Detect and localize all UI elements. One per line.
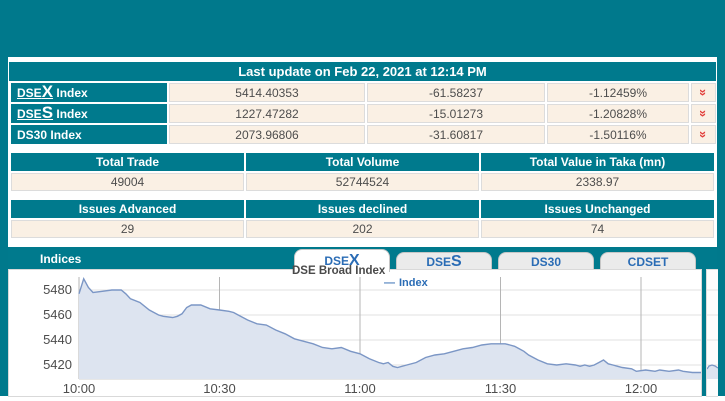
totals-header-cell: Total Value in Taka (mn) (481, 153, 714, 171)
index-change-percent: -1.12459% (547, 83, 689, 102)
totals-value-cell: 52744524 (246, 173, 479, 191)
index-change: -31.60817 (367, 125, 545, 144)
table-row: 29 202 74 (11, 220, 714, 238)
index-change-percent: -1.50116% (547, 125, 689, 144)
index-trend-cell: » (691, 125, 716, 144)
index-change: -61.58237 (367, 83, 545, 102)
svg-text:5440: 5440 (43, 332, 72, 347)
issues-value-cell: 29 (11, 220, 244, 238)
line-swatch-icon: — (384, 277, 395, 289)
chart-title: DSE Broad Index (292, 265, 386, 277)
double-chevron-down-icon[interactable]: » (695, 130, 711, 138)
main-content: Last update on Feb 22, 2021 at 12:14 PM … (8, 57, 719, 397)
index-change-percent: -1.20828% (547, 104, 689, 123)
issues-table: Issues Advanced Issues declined Issues Unc… (9, 198, 716, 240)
table-row: DSEX Index 5414.40353 -61.58237 -1.12459% » (11, 83, 716, 102)
tab-dsex[interactable]: DSEX (294, 249, 390, 272)
svg-text:5460: 5460 (43, 307, 72, 322)
issues-header-cell: Issues Advanced (11, 200, 244, 218)
issues-value-cell: 74 (481, 220, 714, 238)
index-value: 2073.96806 (169, 125, 365, 144)
index-trend-cell: » (691, 83, 716, 102)
clipped-next-chart-panel (706, 269, 719, 397)
index-name-link[interactable]: DSES Index (11, 104, 167, 123)
index-trend-cell: » (691, 104, 716, 123)
index-name-link[interactable]: DS30 Index (11, 125, 167, 144)
indices-section-title: Indices (40, 252, 82, 266)
tab-cdset[interactable]: CDSET (600, 252, 696, 272)
index-change: -15.01273 (367, 104, 545, 123)
index-name-link[interactable]: DSEX Index (11, 83, 167, 102)
totals-header-cell: Total Volume (246, 153, 479, 171)
clipped-chart-fragment (706, 289, 719, 379)
index-table-body: DSEX Index 5414.40353 -61.58237 -1.12459%» D… (11, 83, 716, 144)
index-name-label: DSES (17, 102, 54, 122)
table-header-row: Issues Advanced Issues declined Issues Unc… (11, 200, 714, 218)
table-row: 49004 52744524 2338.97 (11, 173, 714, 191)
table-row: DS30 Index 2073.96806 -31.60817 -1.50116% » (11, 125, 716, 144)
index-value: 5414.40353 (169, 83, 365, 102)
svg-text:10:30: 10:30 (203, 381, 236, 396)
svg-text:11:30: 11:30 (485, 381, 517, 396)
index-area-chart: 5480 5460 5440 5420 10:00 10:30 11:00 11:30 12:0… (43, 277, 702, 396)
totals-header-cell: Total Trade (11, 153, 244, 171)
issues-table-body: Issues Advanced Issues declined Issues Unc… (11, 200, 714, 238)
svg-text:10:00: 10:00 (63, 381, 96, 396)
double-chevron-down-icon[interactable]: » (695, 109, 711, 117)
issues-value-cell: 202 (246, 220, 479, 238)
index-name-label: DSEX (17, 81, 54, 101)
last-update-bar: Last update on Feb 22, 2021 at 12:14 PM (9, 62, 716, 81)
totals-table-body: Total Trade Total Volume Total Value in Ta… (11, 153, 714, 191)
totals-value-cell: 49004 (11, 173, 244, 191)
chart-row: DSE Broad Index — Index 5480 5460 5440 5420 1… (8, 265, 719, 397)
indices-section-header: Indices DSEX DSES DS30 CDSET (8, 249, 717, 272)
index-table: DSEX Index 5414.40353 -61.58237 -1.12459%» D… (9, 81, 718, 146)
index-tabs: DSEX DSES DS30 CDSET (294, 249, 696, 272)
issues-header-cell: Issues declined (246, 200, 479, 218)
totals-table: Total Trade Total Volume Total Value in Ta… (9, 151, 716, 193)
table-row: DSES Index 1227.47282 -15.01273 -1.20828% » (11, 104, 716, 123)
market-summary-panel: Last update on Feb 22, 2021 at 12:14 PM … (8, 57, 717, 247)
index-name-label: DS30 (17, 127, 48, 142)
svg-text:5480: 5480 (43, 282, 72, 297)
table-header-row: Total Trade Total Volume Total Value in Ta… (11, 153, 714, 171)
chart-legend: — Index (384, 277, 428, 289)
svg-text:11:00: 11:00 (344, 381, 376, 396)
totals-value-cell: 2338.97 (481, 173, 714, 191)
index-chart-panel: DSE Broad Index — Index 5480 5460 5440 5420 1… (8, 265, 702, 397)
index-value: 1227.47282 (169, 104, 365, 123)
legend-label: Index (399, 277, 428, 289)
tab-ds30[interactable]: DS30 (498, 252, 594, 272)
issues-header-cell: Issues Unchanged (481, 200, 714, 218)
tab-dses[interactable]: DSES (396, 252, 492, 272)
svg-text:5420: 5420 (43, 357, 72, 372)
double-chevron-down-icon[interactable]: » (695, 88, 711, 96)
svg-text:12:00: 12:00 (625, 381, 658, 396)
